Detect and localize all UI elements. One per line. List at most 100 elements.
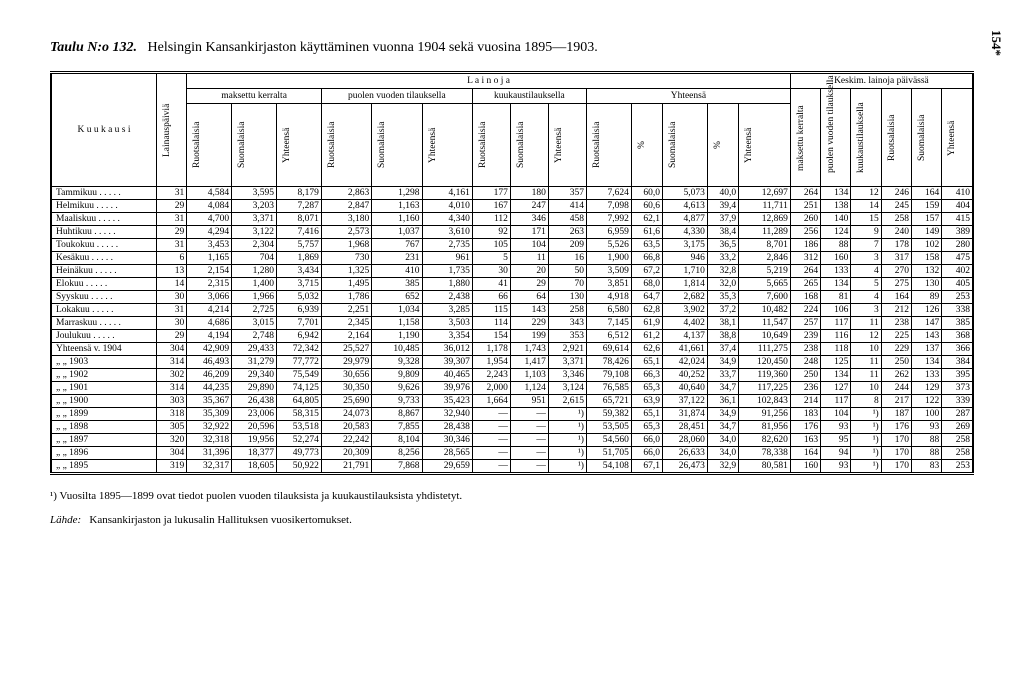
table-cell: 4,010 xyxy=(422,200,472,213)
col-kt-s: Suomalaisia xyxy=(514,106,528,184)
table-cell: 66,0 xyxy=(631,434,662,447)
table-cell: ¹) xyxy=(548,421,586,434)
table-cell: 2,000 xyxy=(472,382,510,395)
table-cell: 66,8 xyxy=(631,252,662,265)
table-cell: 183 xyxy=(790,408,820,421)
table-cell: 176 xyxy=(790,421,820,434)
table-cell: 3,715 xyxy=(277,278,322,291)
table-cell: 246 xyxy=(881,187,911,200)
table-cell: 170 xyxy=(881,460,911,474)
table-row: „ „ 190230246,20929,34075,54930,6569,809… xyxy=(51,369,973,382)
table-cell: 1,400 xyxy=(232,278,277,291)
table-cell: 1,124 xyxy=(510,382,548,395)
table-cell: 1,735 xyxy=(422,265,472,278)
table-cell: 961 xyxy=(422,252,472,265)
table-cell: 34,7 xyxy=(707,421,738,434)
table-cell: 2,573 xyxy=(321,226,371,239)
table-cell: 1,163 xyxy=(372,200,422,213)
table-cell: 76,585 xyxy=(586,382,631,395)
table-cell: 30 xyxy=(472,265,510,278)
table-cell: 389 xyxy=(942,226,973,239)
table-cell: 1,710 xyxy=(663,265,708,278)
table-cell: 78,426 xyxy=(586,356,631,369)
table-cell: 93 xyxy=(821,421,851,434)
table-cell: Kesäkuu . . . . . xyxy=(51,252,156,265)
table-cell: 32,318 xyxy=(187,434,232,447)
table-cell: 140 xyxy=(821,213,851,226)
col-maksettu: maksettu kerralta xyxy=(187,89,322,104)
table-cell: 75,549 xyxy=(277,369,322,382)
table-cell: 704 xyxy=(232,252,277,265)
table-cell: 7,992 xyxy=(586,213,631,226)
table-cell: 8,701 xyxy=(739,239,791,252)
table-cell: 111,275 xyxy=(739,343,791,356)
table-cell: 4,330 xyxy=(663,226,708,239)
table-cell: 3,285 xyxy=(422,304,472,317)
table-cell: 34,9 xyxy=(707,408,738,421)
table-cell: 7 xyxy=(851,239,881,252)
table-row: Helmikuu . . . . .294,0843,2037,2872,847… xyxy=(51,200,973,213)
table-cell: 115 xyxy=(472,304,510,317)
table-cell: 3,015 xyxy=(232,317,277,330)
col-kt-y: Yhteensä xyxy=(552,106,566,184)
col-km-s: Suomalaisia xyxy=(915,99,929,177)
table-cell: 253 xyxy=(942,460,973,474)
table-cell: 50 xyxy=(548,265,586,278)
table-cell: 88 xyxy=(821,239,851,252)
col-km-y: Yhteensä xyxy=(945,99,959,177)
table-cell: 112 xyxy=(472,213,510,226)
table-cell: 1,034 xyxy=(372,304,422,317)
table-cell: 170 xyxy=(881,447,911,460)
table-cell: 3,503 xyxy=(422,317,472,330)
col-mk-y: Yhteensä xyxy=(280,106,294,184)
table-cell: 37,122 xyxy=(663,395,708,408)
table-cell: 236 xyxy=(790,382,820,395)
table-cell: 40,465 xyxy=(422,369,472,382)
table-row: Elokuu . . . . .142,3151,4003,7151,49538… xyxy=(51,278,973,291)
table-cell: 18,605 xyxy=(232,460,277,474)
table-cell: 29 xyxy=(156,330,186,343)
table-cell: 31 xyxy=(156,187,186,200)
table-cell: 4,137 xyxy=(663,330,708,343)
table-cell: 11 xyxy=(851,356,881,369)
table-cell: 31,396 xyxy=(187,447,232,460)
table-cell: 80,581 xyxy=(739,460,791,474)
table-cell: 22,242 xyxy=(321,434,371,447)
table-cell: 35,309 xyxy=(187,408,232,421)
col-km-p: puolen vuoden tilauksella xyxy=(824,99,838,177)
table-cell: 127 xyxy=(821,382,851,395)
table-caption: Helsingin Kansankirjaston käyttäminen vu… xyxy=(148,40,598,55)
table-cell: 402 xyxy=(942,265,973,278)
table-cell: 143 xyxy=(911,330,941,343)
table-cell: 10,649 xyxy=(739,330,791,343)
table-row: Marraskuu . . . . .304,6863,0157,7012,34… xyxy=(51,317,973,330)
table-cell: 224 xyxy=(790,304,820,317)
table-cell: 7,098 xyxy=(586,200,631,213)
table-cell: 167 xyxy=(472,200,510,213)
table-cell: 32,922 xyxy=(187,421,232,434)
table-cell: 253 xyxy=(942,291,973,304)
table-cell: 64,805 xyxy=(277,395,322,408)
table-cell: 7,855 xyxy=(372,421,422,434)
table-cell: 262 xyxy=(881,369,911,382)
table-cell: 91,256 xyxy=(739,408,791,421)
table-row: „ „ 189531932,31718,60550,92221,7917,868… xyxy=(51,460,973,474)
table-cell: 217 xyxy=(881,395,911,408)
table-cell: 3 xyxy=(851,304,881,317)
table-cell: 67,2 xyxy=(631,265,662,278)
table-cell: 9,328 xyxy=(372,356,422,369)
table-cell: 13 xyxy=(156,265,186,278)
table-cell: 82,620 xyxy=(739,434,791,447)
table-cell: Heinäkuu . . . . . xyxy=(51,265,156,278)
table-cell: 250 xyxy=(881,356,911,369)
table-cell: Marraskuu . . . . . xyxy=(51,317,156,330)
table-cell: 4,340 xyxy=(422,213,472,226)
table-cell: 40,0 xyxy=(707,187,738,200)
table-cell: 31 xyxy=(156,304,186,317)
table-cell: 305 xyxy=(156,421,186,434)
table-cell: 29 xyxy=(156,226,186,239)
table-cell: — xyxy=(472,434,510,447)
table-cell: 4,700 xyxy=(187,213,232,226)
table-cell: 92 xyxy=(472,226,510,239)
col-yh-sp: % xyxy=(711,106,725,184)
